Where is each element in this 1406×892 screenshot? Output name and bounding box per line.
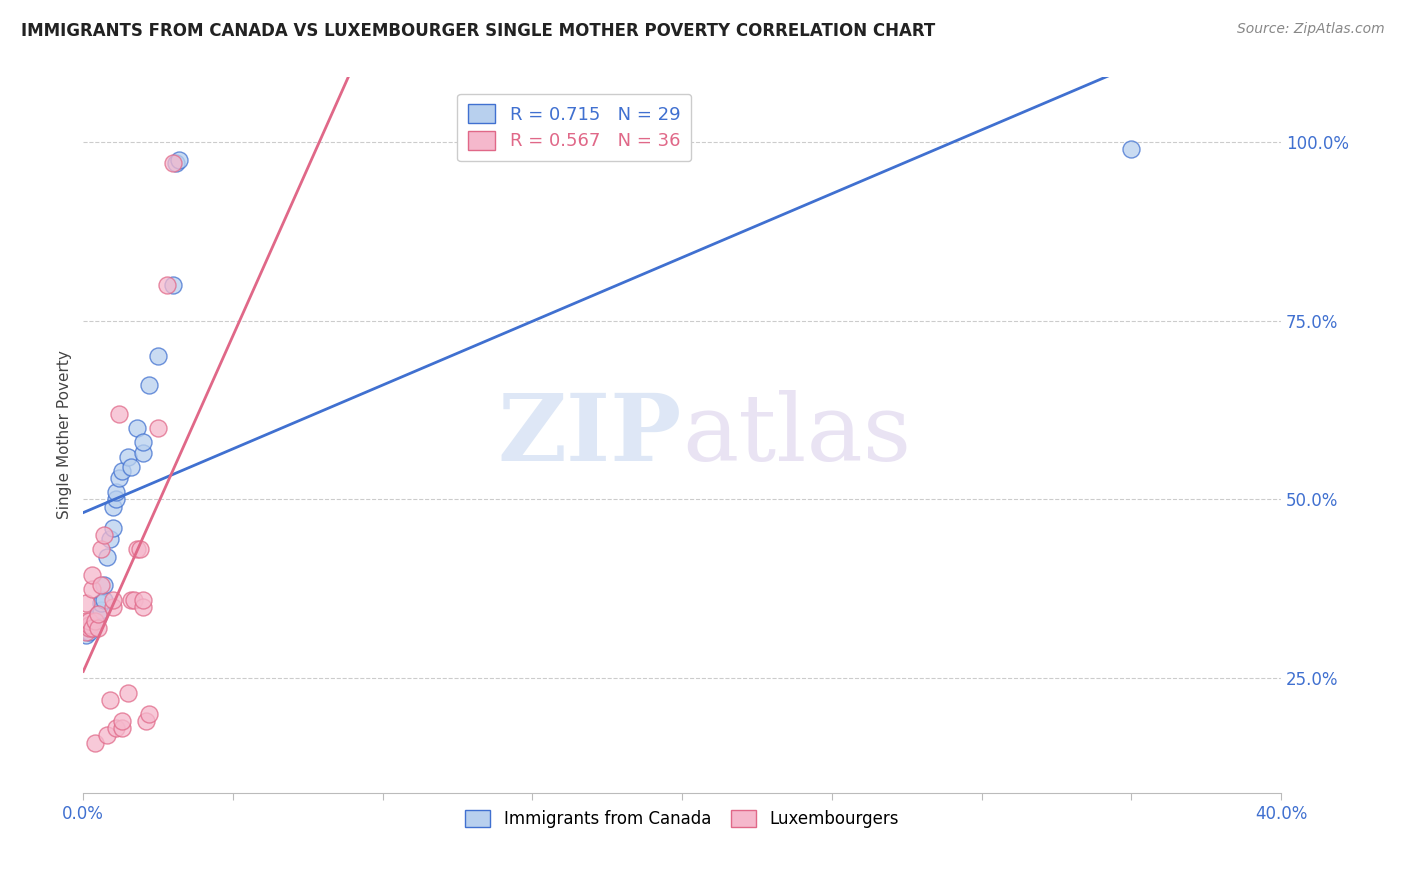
Point [135,714,157,728]
Point [98,692,121,706]
Point [84,735,107,749]
Point [111,714,134,728]
Point [75,596,97,610]
Point [156,277,179,292]
Text: ZIP: ZIP [498,390,682,480]
Point [77,614,100,628]
Point [132,592,155,607]
Point [82,582,104,596]
Point [77,624,100,639]
Point [105,485,128,500]
Point [111,464,134,478]
Y-axis label: Single Mother Poverty: Single Mother Poverty [58,351,72,519]
Point [82,567,104,582]
Point [117,685,139,699]
Point [77,621,100,635]
Point [127,421,149,435]
Point [84,614,107,628]
Point [87,607,110,621]
Point [77,617,100,632]
Point [103,500,125,514]
Point [90,596,112,610]
Point [93,528,115,542]
Point [127,542,149,557]
Point [1121,142,1143,156]
Point [105,721,128,735]
Point [105,492,128,507]
Text: IMMIGRANTS FROM CANADA VS LUXEMBOURGER SINGLE MOTHER POVERTY CORRELATION CHART: IMMIGRANTS FROM CANADA VS LUXEMBOURGER S… [21,22,935,40]
Point [98,532,121,546]
Point [90,578,112,592]
Point [103,592,125,607]
Point [120,460,142,475]
Point [162,277,184,292]
Point [87,607,110,621]
Point [162,156,184,170]
Point [82,621,104,635]
Point [111,721,134,735]
Point [75,614,97,628]
Point [93,592,115,607]
Legend: Immigrants from Canada, Luxembourgers: Immigrants from Canada, Luxembourgers [458,803,905,834]
Point [103,521,125,535]
Point [138,378,160,392]
Point [138,706,160,721]
Point [167,153,190,167]
Point [146,421,169,435]
Point [93,578,115,592]
Point [108,407,131,421]
Point [90,542,112,557]
Point [117,450,139,464]
Point [87,610,110,624]
Point [120,592,142,607]
Point [87,621,110,635]
Point [96,728,118,742]
Point [96,549,118,564]
Text: atlas: atlas [682,390,911,480]
Point [132,435,155,450]
Point [82,621,104,635]
Point [84,614,107,628]
Point [165,156,187,170]
Text: Source: ZipAtlas.com: Source: ZipAtlas.com [1237,22,1385,37]
Point [129,542,152,557]
Point [122,592,145,607]
Point [103,599,125,614]
Point [108,471,131,485]
Point [132,446,155,460]
Point [146,350,169,364]
Point [75,624,97,639]
Point [132,599,155,614]
Point [75,628,97,642]
Point [90,603,112,617]
